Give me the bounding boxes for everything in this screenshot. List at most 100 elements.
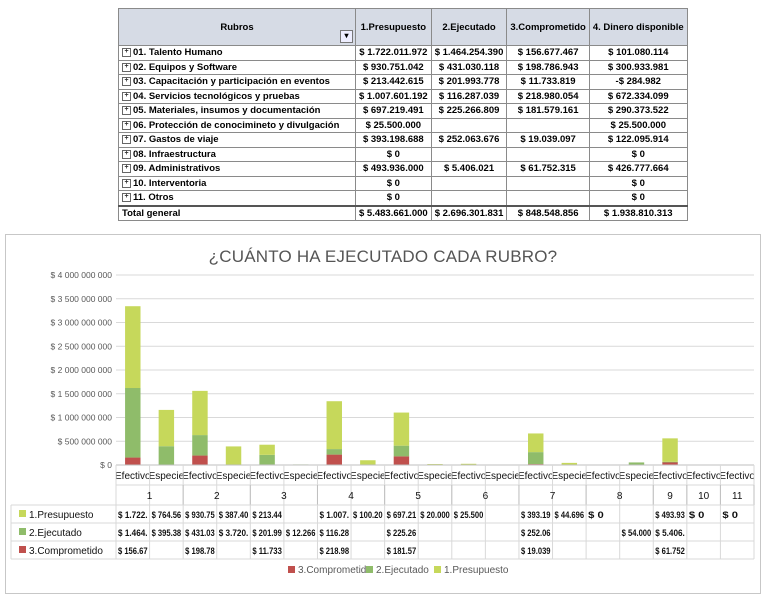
- bar-segment: [326, 449, 342, 455]
- cell-comprometido: $ 198.786.943: [506, 59, 590, 75]
- category-sub-label: Especie: [216, 471, 252, 482]
- legend-label: 3.Comprometido: [298, 565, 372, 576]
- row-rubro[interactable]: +03. Capacitación y participación en eve…: [118, 74, 356, 90]
- row-rubro[interactable]: +06. Protección de conocimineto y divulg…: [118, 117, 356, 133]
- row-label: 10. Interventoria: [133, 177, 207, 189]
- cell-ejecutado: $ 225.266.809: [430, 103, 508, 119]
- series-name: 1.Presupuesto: [29, 510, 94, 521]
- row-label: 01. Talento Humano: [133, 47, 223, 59]
- bar-segment: [125, 306, 141, 389]
- row-rubro[interactable]: +11. Otros: [118, 190, 356, 206]
- category-group-label: 4: [348, 491, 354, 502]
- row-rubro[interactable]: +07. Gastos de viaje: [118, 132, 356, 148]
- row-rubro[interactable]: +02. Equipos y Software: [118, 59, 356, 75]
- data-table-cell: $ 181.57: [387, 546, 417, 557]
- y-tick-label: $ 4 000 000 000: [51, 270, 113, 280]
- category-group-label: 6: [483, 491, 489, 502]
- cell-ejecutado: [430, 146, 508, 162]
- y-tick-label: $ 1 500 000 000: [51, 389, 113, 399]
- category-sub-label: Efectivo: [182, 471, 218, 482]
- row-rubro[interactable]: +08. Infraestructura: [118, 146, 356, 162]
- expand-icon[interactable]: +: [122, 178, 131, 188]
- cell-ejecutado: $ 201.993.778: [430, 74, 508, 90]
- category-sub-label: Especie: [619, 471, 655, 482]
- table-row: +05. Materiales, insumos y documentación…: [118, 103, 688, 119]
- pivot-table: Rubros ▾ 1.Presupuesto 2.Ejecutado 3.Com…: [118, 8, 688, 221]
- data-table-cell: $ 100.20: [353, 510, 383, 521]
- data-table-cell: $ 0: [588, 510, 604, 521]
- expand-icon[interactable]: +: [122, 135, 131, 145]
- bar-segment: [326, 454, 342, 465]
- expand-icon[interactable]: +: [122, 120, 131, 130]
- cell-ejecutado: [430, 190, 508, 206]
- data-table-cell: $ 395.38: [152, 528, 182, 539]
- chart-title: ¿CUÁNTO HA EJECUTADO CADA RUBRO?: [208, 247, 558, 266]
- expand-icon[interactable]: +: [122, 48, 131, 58]
- category-group-label: 5: [415, 491, 421, 502]
- cell-presupuesto: $ 393.198.688: [355, 132, 432, 148]
- bar-segment: [393, 456, 410, 465]
- cell-comprometido: $ 156.677.467: [506, 45, 590, 61]
- category-sub-label: Efectivo: [585, 471, 621, 482]
- category-sub-label: Efectivo: [652, 471, 688, 482]
- header-ejecutado: 2.Ejecutado: [430, 8, 508, 46]
- bar-segment: [628, 462, 645, 465]
- data-table-cell: $ 25.500: [454, 510, 484, 521]
- expand-icon[interactable]: +: [122, 77, 131, 87]
- cell-presupuesto: $ 0: [355, 190, 432, 206]
- category-sub-label: Efectivo: [719, 471, 755, 482]
- expand-icon[interactable]: +: [122, 91, 131, 101]
- data-table-cell: $ 20.000: [420, 510, 450, 521]
- data-table-cell: $ 213.44: [252, 510, 282, 521]
- series-name: 3.Comprometido: [29, 546, 103, 557]
- series-name: 2.Ejecutado: [29, 528, 82, 539]
- bar-segment: [259, 444, 275, 455]
- data-table-cell: $ 19.039: [521, 546, 551, 557]
- row-rubro[interactable]: +05. Materiales, insumos y documentación: [118, 103, 356, 119]
- bar-segment: [662, 461, 678, 463]
- legend-label: 2.Ejecutado: [376, 565, 429, 576]
- expand-icon[interactable]: +: [122, 193, 131, 203]
- bar-segment: [259, 454, 275, 465]
- table-row: +02. Equipos y Software $ 930.751.042 $ 43…: [118, 59, 688, 75]
- legend-label: 1.Presupuesto: [444, 565, 509, 576]
- legend-swatch: [434, 566, 441, 573]
- cell-comprometido: $ 61.752.315: [506, 161, 590, 177]
- row-label: 09. Administrativos: [133, 163, 221, 175]
- data-table-cell: $ 116.28: [319, 528, 349, 539]
- category-sub-label: Especie: [350, 471, 386, 482]
- header-presupuesto: 1.Presupuesto: [355, 8, 432, 46]
- category-sub-label: Efectivo: [686, 471, 722, 482]
- category-sub-label: Efectivo: [384, 471, 420, 482]
- data-table-cell: $ 54.000: [622, 528, 652, 539]
- row-label: 03. Capacitación y participación en even…: [133, 76, 330, 88]
- cell-ejecutado: $ 116.287.039: [430, 88, 508, 104]
- y-tick-label: $ 1 000 000 000: [51, 413, 113, 423]
- table-row: +08. Infraestructura $ 0 $ 0: [118, 146, 688, 162]
- row-rubro[interactable]: +01. Talento Humano: [118, 45, 356, 61]
- expand-icon[interactable]: +: [122, 149, 131, 159]
- data-table-cell: $ 431.03: [185, 528, 215, 539]
- row-rubro[interactable]: +04. Servicios tecnológicos y pruebas: [118, 88, 356, 104]
- row-rubro[interactable]: +09. Administrativos: [118, 161, 356, 177]
- data-table-cell: $ 156.67: [118, 546, 148, 557]
- cell-presupuesto: $ 697.219.491: [355, 103, 432, 119]
- header-rubros[interactable]: Rubros ▾: [118, 8, 356, 46]
- series-swatch: [19, 528, 26, 535]
- expand-icon[interactable]: +: [122, 164, 131, 174]
- y-tick-label: $ 2 000 000 000: [51, 365, 113, 375]
- expand-icon[interactable]: +: [122, 106, 131, 116]
- category-sub-label: Efectivo: [249, 471, 285, 482]
- row-rubro[interactable]: +10. Interventoria: [118, 175, 356, 191]
- header-disponible: 4. Dinero disponible: [588, 8, 688, 46]
- row-label: 04. Servicios tecnológicos y pruebas: [133, 90, 300, 102]
- category-sub-label: Efectivo: [451, 471, 487, 482]
- y-tick-label: $ 3 500 000 000: [51, 294, 113, 304]
- filter-icon[interactable]: ▾: [340, 30, 353, 43]
- cell-comprometido: $ 11.733.819: [506, 74, 590, 90]
- series-swatch: [19, 510, 26, 517]
- cell-presupuesto: $ 1.722.011.972: [355, 45, 432, 61]
- cell-disponible: $ 290.373.522: [588, 103, 688, 119]
- expand-icon[interactable]: +: [122, 62, 131, 72]
- bar-segment: [158, 446, 175, 465]
